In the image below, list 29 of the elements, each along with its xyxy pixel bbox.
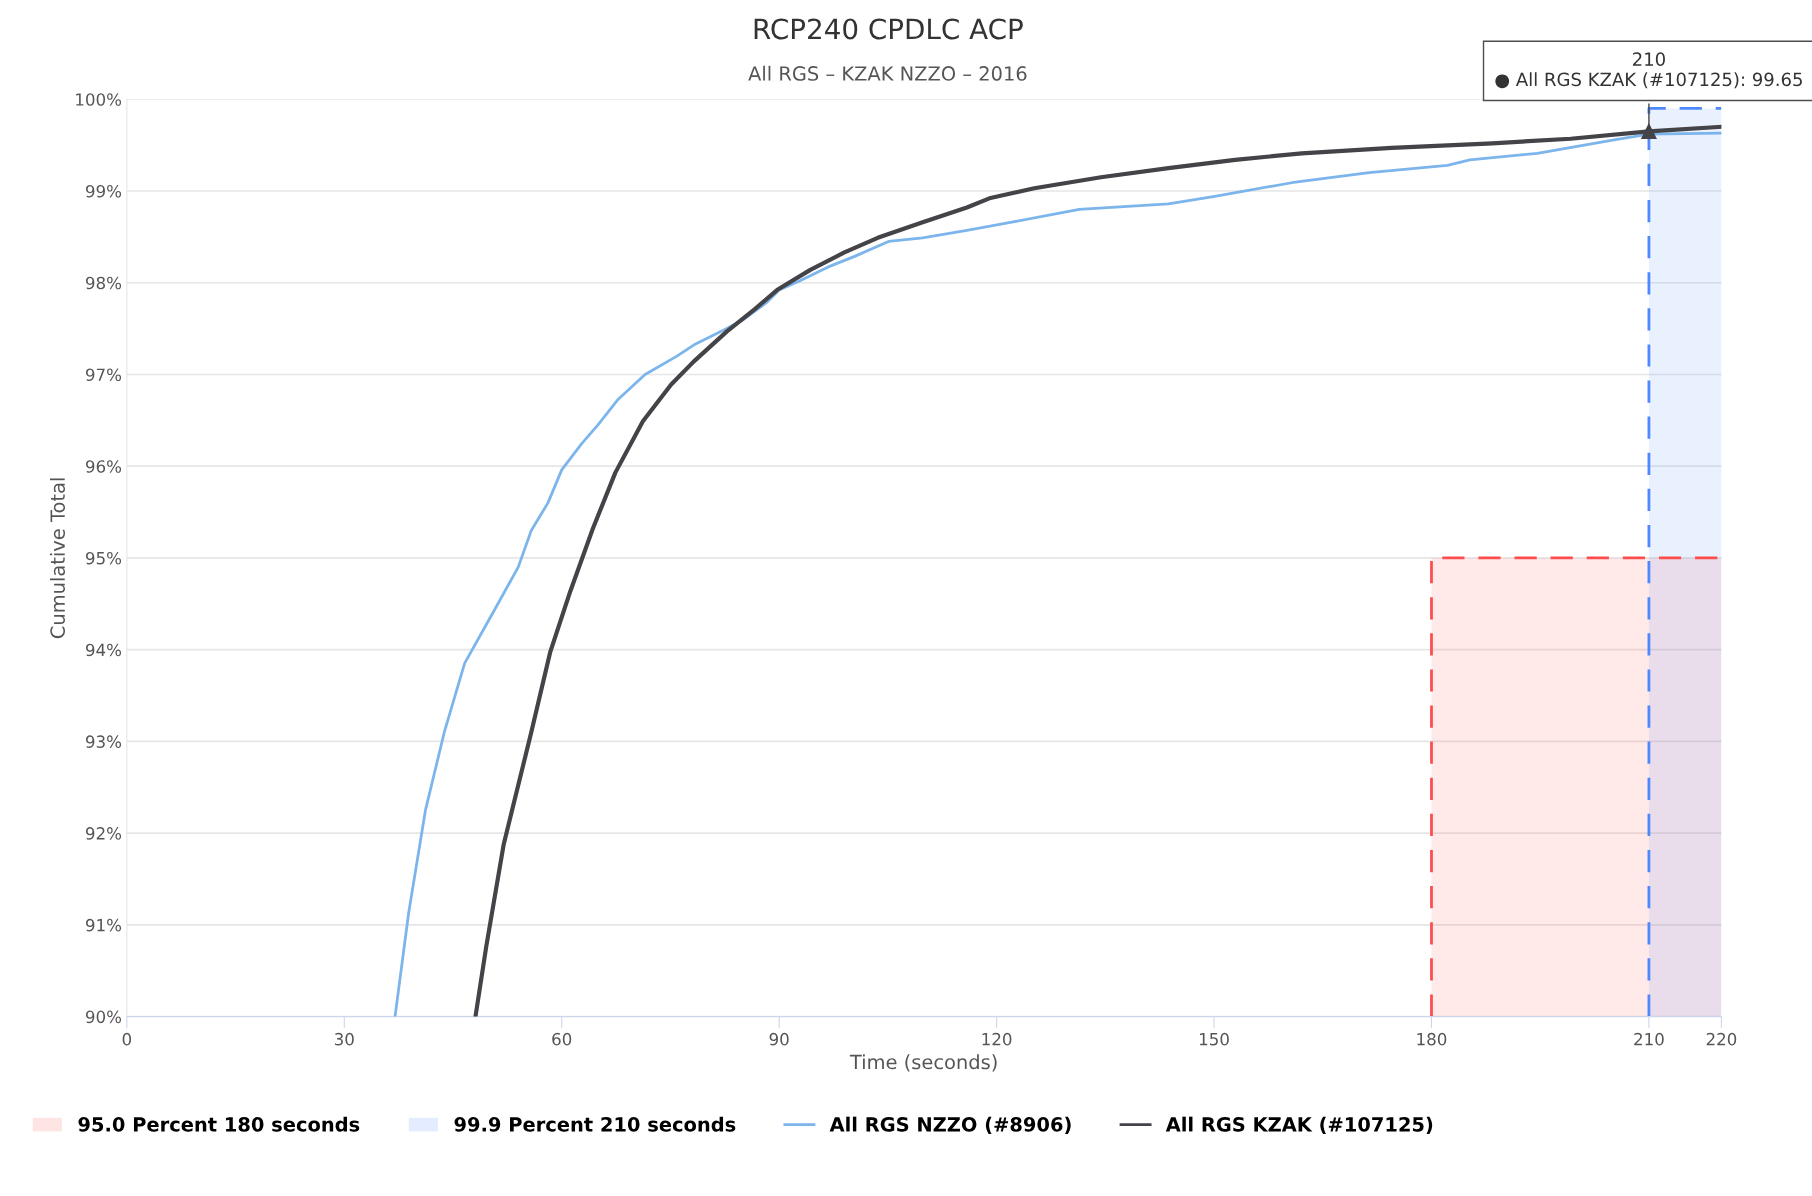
- annotation: 210 ● All RGS KZAK (#107125): 99.65: [1495, 52, 1802, 89]
- x-tick-label: 90: [769, 1032, 789, 1046]
- x-tick-label: 30: [334, 1032, 354, 1046]
- x-tick-label: 220: [1706, 1032, 1737, 1046]
- chart-title: RCP240 CPDLC ACP: [754, 18, 1023, 40]
- legend-label: All RGS NZZO (#8906): [829, 1116, 1071, 1134]
- y-tick-label: 95%: [85, 551, 122, 565]
- x-tick-label: 210: [1634, 1032, 1664, 1046]
- y-tick-label: 100%: [76, 93, 122, 106]
- y-tick-label: 93%: [85, 735, 122, 748]
- x-tick-label: 120: [982, 1032, 1012, 1046]
- y-tick-label: 92%: [85, 827, 122, 840]
- y-tick-label: 94%: [85, 643, 122, 657]
- y-axis-title: Cumulative Total: [49, 478, 66, 639]
- legend-label: 99.9 Percent 210 seconds: [454, 1116, 736, 1132]
- y-tick-label: 98%: [85, 276, 122, 290]
- y-tick-label: 97%: [85, 368, 122, 382]
- y-tick-label: 99%: [85, 184, 122, 198]
- y-tick-label: 90%: [85, 1010, 122, 1024]
- x-tick-label: 180: [1417, 1032, 1447, 1046]
- y-tick-label: 96%: [85, 460, 122, 473]
- x-tick-label: 150: [1199, 1032, 1229, 1046]
- x-tick-label: 60: [552, 1032, 572, 1046]
- x-axis-title: Time (seconds): [849, 1054, 997, 1072]
- legend-label: All RGS KZAK (#107125): [1165, 1116, 1433, 1134]
- chart-subtitle: All RGS – KZAK NZZO – 2016: [748, 65, 1027, 81]
- legend-label: 95.0 Percent 180 seconds: [78, 1116, 360, 1132]
- y-tick-label: 91%: [85, 918, 122, 932]
- x-tick-label: 0: [122, 1032, 132, 1046]
